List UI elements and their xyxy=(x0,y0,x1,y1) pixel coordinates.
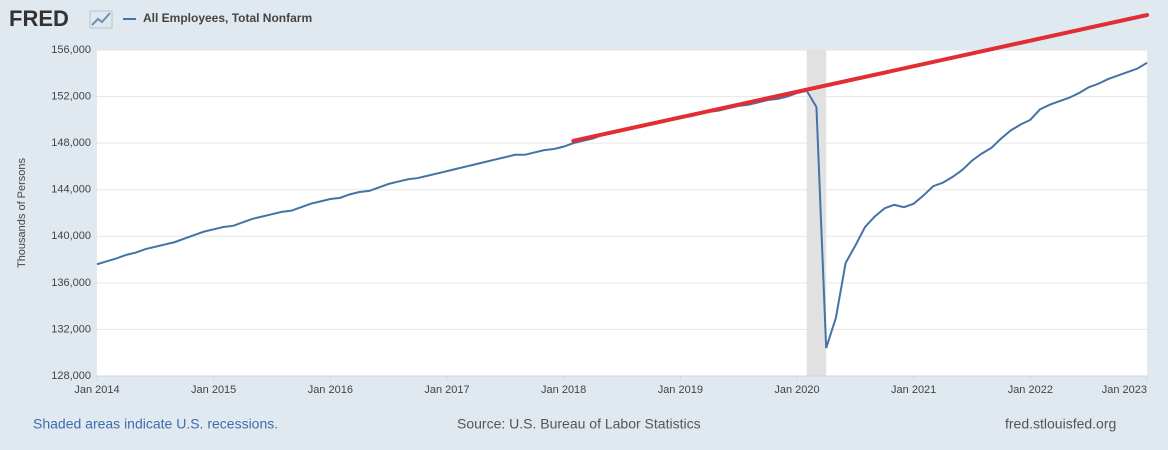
plot-area xyxy=(97,50,1147,376)
x-tick-label: Jan 2015 xyxy=(191,384,236,396)
x-tick-label: Jan 2018 xyxy=(541,384,586,396)
x-tick-label: Jan 2021 xyxy=(891,384,936,396)
x-tick-label: Jan 2023 xyxy=(1102,384,1147,396)
recession-band xyxy=(806,50,827,376)
x-tick-label: Jan 2016 xyxy=(308,384,353,396)
footer-note: Shaded areas indicate U.S. recessions. xyxy=(33,416,278,432)
y-tick-label: 140,000 xyxy=(51,230,91,242)
x-tick-label: Jan 2014 xyxy=(74,384,119,396)
footer-source: Source: U.S. Bureau of Labor Statistics xyxy=(457,416,701,432)
y-tick-label: 148,000 xyxy=(51,137,91,149)
y-tick-label: 152,000 xyxy=(51,90,91,102)
y-tick-label: 136,000 xyxy=(51,277,91,289)
y-tick-label: 132,000 xyxy=(51,323,91,335)
y-tick-label: 128,000 xyxy=(51,370,91,382)
x-tick-label: Jan 2019 xyxy=(658,384,703,396)
y-tick-label: 144,000 xyxy=(51,184,91,196)
y-axis-label: Thousands of Persons xyxy=(16,157,28,268)
x-tick-label: Jan 2020 xyxy=(774,384,819,396)
x-tick-label: Jan 2022 xyxy=(1008,384,1053,396)
x-tick-label: Jan 2017 xyxy=(424,384,469,396)
trend-line xyxy=(571,13,1149,143)
y-tick-label: 156,000 xyxy=(51,44,91,56)
logo: FRED xyxy=(9,6,69,31)
legend-label: All Employees, Total Nonfarm xyxy=(143,11,312,25)
logo-icon xyxy=(89,10,113,29)
footer-url: fred.stlouisfed.org xyxy=(1005,416,1116,432)
